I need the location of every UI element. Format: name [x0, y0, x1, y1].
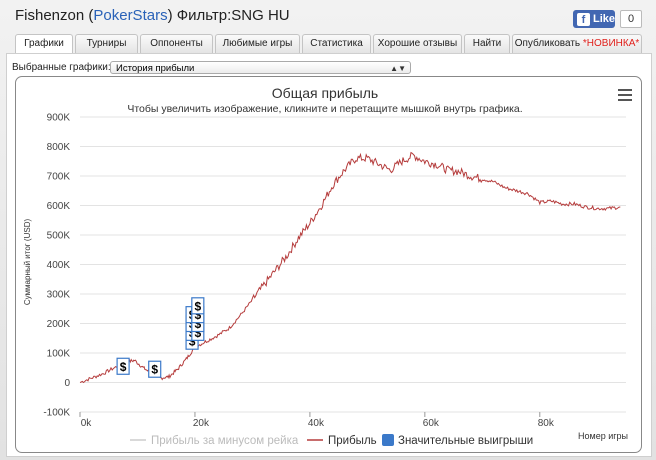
- chevron-updown-icon: ▲▼: [390, 64, 406, 73]
- tab-publish[interactable]: Опубликовать *НОВИНКА*: [512, 34, 642, 53]
- facebook-icon: f: [577, 12, 590, 26]
- legend-label: Значительные выигрыши: [398, 435, 533, 447]
- tab-opponents[interactable]: Оппоненты: [140, 34, 213, 53]
- y-tick-label: 0: [64, 378, 70, 389]
- big-win-marker[interactable]: $: [116, 357, 130, 375]
- like-count: 0: [620, 10, 642, 28]
- legend-label: Прибыль: [328, 435, 377, 447]
- tab-good-reviews[interactable]: Хорошие отзывы: [373, 34, 462, 53]
- chart-selector-label: Выбранные графики:: [12, 62, 111, 73]
- y-tick-label: 600K: [47, 201, 71, 212]
- x-tick-label: 0k: [81, 418, 93, 429]
- big-win-marker-label: $: [194, 299, 201, 313]
- big-win-marker-label: $: [120, 360, 127, 374]
- y-tick-label: 100K: [47, 349, 71, 360]
- big-win-marker[interactable]: $: [148, 360, 162, 378]
- tab-bar: Графики Турниры Оппоненты Любимые игры С…: [15, 34, 642, 54]
- window-title: Fishenzon (PokerStars) Фильтр:SNG HU: [15, 7, 290, 24]
- tab-statistics[interactable]: Статистика: [302, 34, 371, 53]
- legend-item[interactable]: Значительные выигрыши: [382, 434, 533, 447]
- y-tick-label: 700K: [47, 172, 71, 183]
- y-axis-label: Суммарный итог (USD): [23, 219, 32, 306]
- big-win-marker-label: $: [189, 335, 196, 349]
- y-tick-label: 500K: [47, 231, 71, 242]
- y-tick-label: 200K: [47, 319, 71, 330]
- big-win-marker-label: $: [194, 326, 201, 340]
- legend-label: Прибыль за минусом рейка: [151, 435, 299, 447]
- big-win-marker-label: $: [194, 317, 201, 331]
- series-line-profit: [79, 151, 621, 384]
- legend-item[interactable]: Прибыль: [307, 435, 377, 447]
- tab-search[interactable]: Найти: [464, 34, 510, 53]
- tab-favorite-games[interactable]: Любимые игры: [215, 34, 300, 53]
- site-link[interactable]: PokerStars: [93, 7, 168, 24]
- y-tick-label: 900K: [47, 113, 71, 124]
- y-tick-label: 800K: [47, 142, 71, 153]
- tab-tournaments[interactable]: Турниры: [75, 34, 138, 53]
- big-win-marker-box: [116, 357, 130, 375]
- legend-item[interactable]: Прибыль за минусом рейка: [130, 435, 299, 447]
- new-badge: *НОВИНКА*: [582, 38, 640, 49]
- y-tick-label: 300K: [47, 290, 71, 301]
- x-tick-label: 80k: [538, 418, 555, 429]
- facebook-like-button[interactable]: f Like: [573, 10, 615, 28]
- big-win-marker-box: [191, 297, 205, 315]
- chart-subtitle: Чтобы увеличить изображение, кликните и …: [127, 103, 522, 115]
- y-tick-label: 400K: [47, 260, 71, 271]
- chart-title: Общая прибыль: [272, 85, 378, 101]
- x-axis-label: Номер игры: [578, 431, 628, 441]
- chart-selector[interactable]: История прибыли ▲▼: [110, 61, 411, 74]
- big-win-marker-box: [148, 360, 162, 378]
- menu-icon[interactable]: [618, 89, 632, 101]
- big-win-marker-label: $: [194, 308, 201, 322]
- tab-charts[interactable]: Графики: [15, 34, 73, 54]
- x-tick-label: 60k: [423, 418, 440, 429]
- legend-swatch: [382, 434, 394, 446]
- big-win-marker[interactable]: $: [191, 297, 205, 315]
- big-win-marker-label: $: [151, 363, 158, 377]
- x-tick-label: 20k: [193, 418, 210, 429]
- y-tick-label: -100K: [43, 408, 70, 419]
- x-tick-label: 40k: [308, 418, 325, 429]
